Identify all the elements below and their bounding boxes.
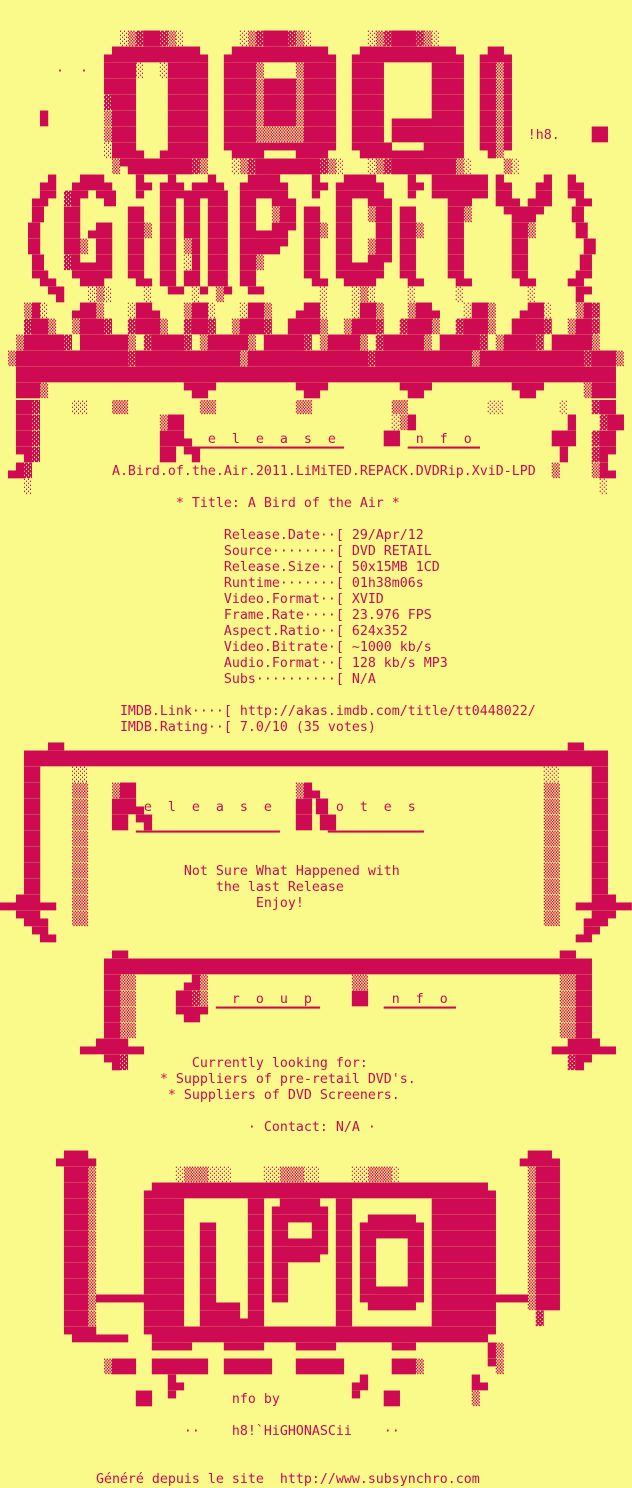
release-notes-section: ▄▄ ▄▄ ██████████████████████████████████… xyxy=(0,736,632,943)
group-logo-top-art: ░▒▓██▓▒░ ░▒▓███▓▒░ ░▒▓███▓▒░ ▄██████████… xyxy=(7,32,624,399)
group-logo-bottom-art: ▄███▄ ▄███▄ ███▒ ░▒▒▒░░░ ░░▒▒▒░░ ░░▒▒▒░ … xyxy=(55,1152,560,1407)
group-info-section: ▄▄ ▄▄ ██████████████████████████████████… xyxy=(79,944,616,1135)
release-info-section: ██▓ ░░ ▒▒ ▒▒ ▒▒ ▒▒ ░░ ░ ▓██ ██▓ ▒██ ░▒█ … xyxy=(7,400,624,735)
credits-footer: ·· h8!`HiGHONASCii ·· Généré depuis le s… xyxy=(95,1424,480,1487)
